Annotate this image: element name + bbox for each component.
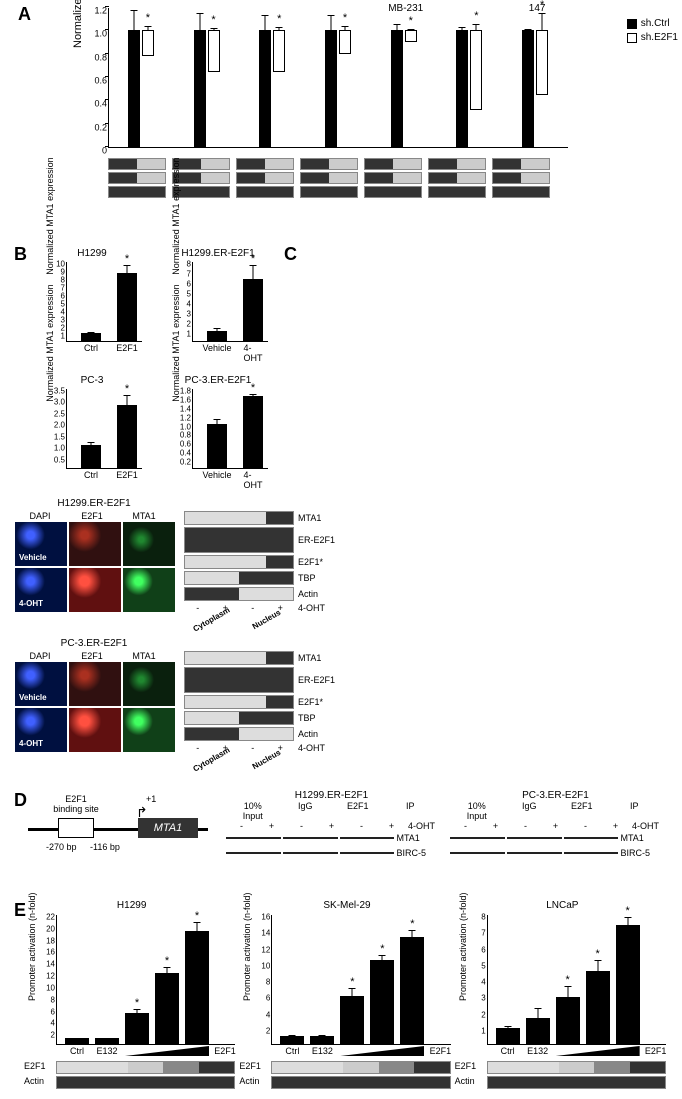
chip-blocks: H1299.ER-E2F110% InputIgGE2F1IP-+-+-+4-O… (212, 790, 660, 861)
mta1-gene-box: MTA1 (138, 818, 198, 838)
tss-label: +1 (146, 794, 156, 804)
panel-b-label: B (14, 244, 27, 265)
panels-b-c-row: B C H1299Normalized MTA1 expression12345… (8, 244, 674, 778)
panel-c: H1299.ER-E2F1DAPIE2F1MTA1Vehicle4-OHTMTA… (14, 498, 404, 778)
promoter-diagram: E2F1 binding site ↱ +1 MTA1 -270 bp -116… (28, 790, 208, 860)
pos-left: -270 bp (46, 842, 77, 852)
panel-a-ylabel: Normalized MTA1 expression (72, 0, 84, 48)
panel-e: H1299Promoter activation (n-fold)2468101… (28, 900, 674, 1091)
panel-b: H1299Normalized MTA1 expression123456789… (28, 244, 288, 498)
legend-kd: sh.E2F1 (641, 32, 678, 43)
panel-a-label: A (18, 4, 31, 25)
pos-right: -116 bp (90, 842, 120, 852)
e2f1-binding-box (58, 818, 94, 838)
panel-a-gels (108, 158, 674, 200)
panel-d-label: D (14, 790, 27, 811)
e2f1-site-label: E2F1 binding site (52, 794, 100, 814)
legend-ctrl: sh.Ctrl (641, 18, 670, 29)
panel-d: D E2F1 binding site ↱ +1 MTA1 -270 bp -1… (8, 790, 674, 890)
panel-a-chart: sh.Ctrl sh.E2F1 00.20.40.60.81.01.2PC-3*… (108, 8, 568, 148)
figure-container: A Normalized MTA1 expression sh.Ctrl sh.… (0, 0, 682, 1099)
panel-a-legend: sh.Ctrl sh.E2F1 (627, 18, 678, 46)
panel-a: A Normalized MTA1 expression sh.Ctrl sh.… (78, 8, 674, 228)
panel-e-label: E (14, 900, 26, 921)
